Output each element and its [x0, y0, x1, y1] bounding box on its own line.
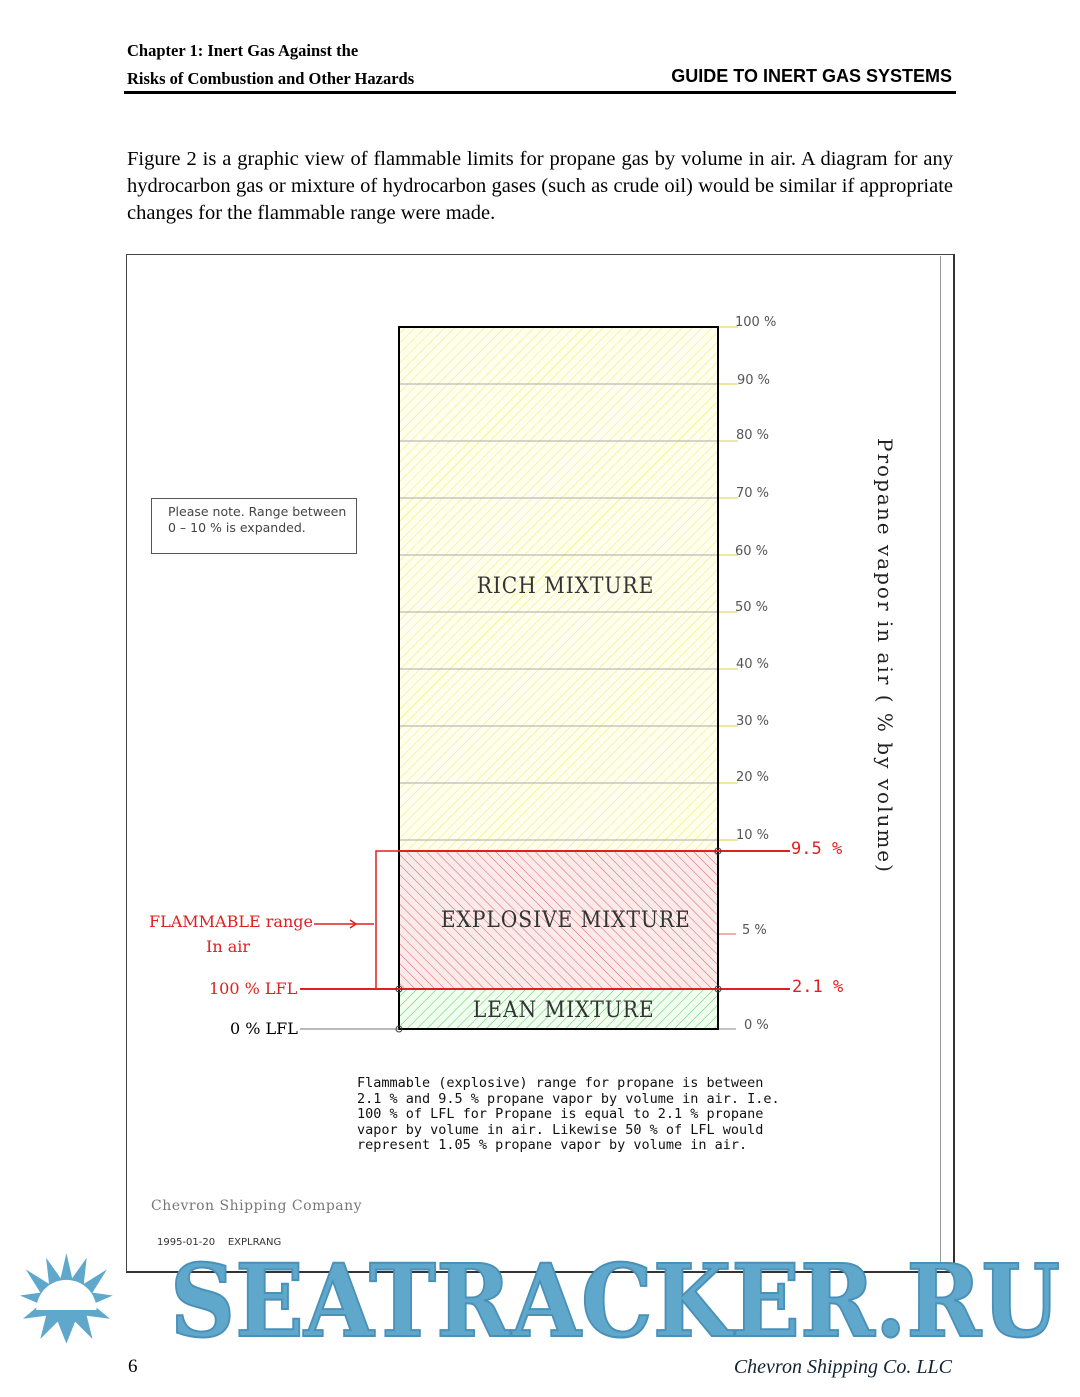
diagram-box	[398, 326, 719, 1030]
flammable-range-label: FLAMMABLE range	[149, 912, 313, 931]
y-axis-label: Propane vapor in air ( % by volume)	[873, 438, 897, 874]
tick-5: 5 %	[742, 923, 767, 938]
company-label: Chevron Shipping Company	[151, 1198, 363, 1214]
explosive-zone	[399, 851, 718, 989]
arrow-head-icon	[349, 919, 358, 929]
lean-mixture-label: LEAN MIXTURE	[472, 998, 655, 1023]
tick-90: 90 %	[737, 373, 771, 388]
chapter-title-line2: Risks of Combustion and Other Hazards	[127, 69, 415, 88]
tick-marks	[718, 326, 738, 1030]
tick-10: 10 %	[736, 828, 770, 843]
header-rule	[124, 91, 956, 94]
frame-divider	[940, 256, 941, 1268]
footer-company: Chevron Shipping Co. LLC	[733, 1356, 952, 1378]
flammable-bracket	[375, 850, 399, 990]
figure-caption: Flammable (explosive) range for propane …	[357, 1075, 780, 1153]
in-air-label: In air	[206, 937, 251, 956]
chapter-title-line1: Chapter 1: Inert Gas Against the	[127, 41, 359, 60]
lfl-100-label: 100 % LFL	[209, 979, 298, 998]
flammability-diagram	[300, 326, 790, 1033]
sun-logo-icon	[20, 1253, 113, 1344]
tick-80: 80 %	[736, 428, 770, 443]
guide-title: GUIDE TO INERT GAS SYSTEMS	[671, 66, 952, 86]
tick-30: 30 %	[736, 714, 770, 729]
upper-limit-label: 9.5 %	[791, 839, 843, 859]
grid-lines	[399, 383, 718, 841]
tick-60: 60 %	[735, 544, 769, 559]
intro-paragraph: Figure 2 is a graphic view of flammable …	[127, 148, 953, 224]
limit-markers	[395, 847, 722, 1033]
watermark-text: SEATRACKER.RU	[170, 1252, 1060, 1344]
tick-70: 70 %	[736, 486, 770, 501]
drawing-code: 1995-01-20 EXPLRANG	[157, 1237, 282, 1248]
lean-zone	[399, 989, 718, 1029]
explosive-mixture-label: EXPLOSIVE MIXTURE	[440, 908, 691, 933]
lower-limit-label: 2.1 %	[792, 977, 844, 997]
lfl-0-label: 0 % LFL	[230, 1019, 298, 1038]
figure-frame	[126, 254, 955, 1273]
tick-0: 0 %	[744, 1018, 769, 1033]
rich-zone	[399, 327, 718, 851]
seatracker-watermark: SEATRACKER.RU	[20, 1252, 1061, 1344]
expanded-range-note: Please note. Range between 0 – 10 % is e…	[151, 498, 357, 554]
tick-100: 100 %	[735, 315, 777, 330]
tick-20: 20 %	[736, 770, 770, 785]
rich-mixture-label: RICH MIXTURE	[476, 574, 655, 599]
page-number: 6	[128, 1356, 138, 1377]
tick-50: 50 %	[735, 600, 769, 615]
tick-40: 40 %	[736, 657, 770, 672]
